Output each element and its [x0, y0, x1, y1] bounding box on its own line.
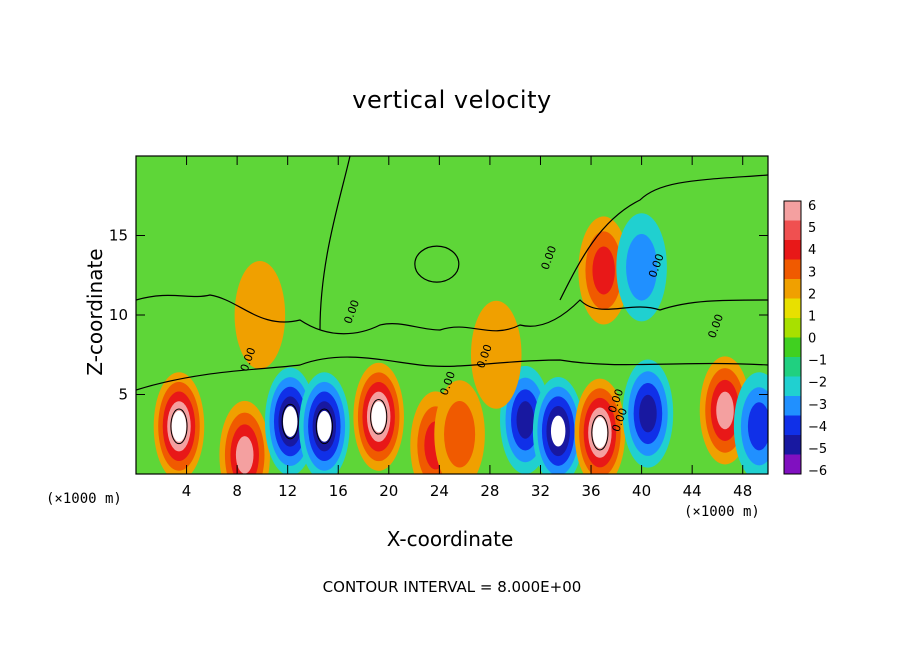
colorbar-label-12: −6 [808, 464, 827, 479]
colorbar-frame [783, 200, 802, 475]
contour-line-2 [281, 403, 299, 440]
contour-line-4 [370, 398, 388, 435]
colorbar-band-1 [784, 220, 801, 240]
colorbar-label-1: 5 [808, 221, 816, 236]
velocity-cell-7-level-3 [516, 401, 535, 439]
x-tick-label-1: 8 [232, 482, 242, 500]
contour-line-3 [315, 408, 333, 445]
velocity-cell-11-level-3 [639, 394, 657, 433]
velocity-cell-6-level-1 [444, 400, 476, 468]
colorbar-band-12 [784, 435, 801, 455]
colorbar-band-0 [784, 201, 801, 221]
colorbar-label-6: 0 [808, 332, 816, 347]
velocity-cell-16-level-1 [626, 234, 658, 301]
velocity-cell-9-level-4 [592, 417, 608, 449]
y-tick-label-2: 15 [109, 227, 128, 245]
colorbar-band-11 [784, 415, 801, 435]
x-tick-label-2: 12 [278, 482, 297, 500]
x-tick-label-10: 44 [683, 482, 702, 500]
colorbar-label-2: 4 [808, 243, 816, 258]
colorbar-label-11: −5 [808, 442, 827, 457]
contour-interval-note: CONTOUR INTERVAL = 8.000E+00 [322, 578, 582, 596]
velocity-cell-10-level-2 [592, 246, 615, 295]
velocity-cell-3-level-4 [317, 410, 332, 442]
colorbar-band-5 [784, 298, 801, 318]
x-tick-label-9: 40 [632, 482, 651, 500]
zero-contour-1 [319, 156, 351, 331]
colorbar-band-9 [784, 376, 801, 396]
velocity-cell-4-level-4 [371, 401, 386, 433]
contour-line-9 [591, 414, 609, 451]
colorbar-label-7: −1 [808, 354, 827, 369]
x-unit-label-right: (×1000 m) [684, 504, 760, 520]
x-tick-label-11: 48 [733, 482, 752, 500]
y-tick-label-1: 10 [109, 306, 128, 324]
zero-contour-3 [136, 356, 768, 391]
zero-contour-2 [559, 174, 768, 301]
x-axis-label: X-coordinate [386, 527, 514, 551]
colorbar-band-7 [784, 337, 801, 357]
velocity-cell-2-level-4 [282, 406, 298, 437]
colorbar-band-2 [784, 240, 801, 260]
colorbar-label-0: 6 [808, 199, 816, 214]
x-tick-label-8: 36 [581, 482, 600, 500]
velocity-cell-12-level-3 [716, 391, 734, 430]
colorbar-band-10 [784, 396, 801, 416]
x-tick-label-6: 28 [480, 482, 499, 500]
colorbar-label-9: −3 [808, 398, 827, 413]
x-tick-label-7: 32 [531, 482, 550, 500]
colorbar-band-3 [784, 259, 801, 279]
velocity-cell-14-level-0 [234, 260, 286, 370]
velocity-cell-0-level-4 [171, 410, 187, 442]
y-axis-label: Z-coordinate [83, 248, 107, 376]
colorbar-band-4 [784, 279, 801, 299]
colorbar-label-5: 1 [808, 309, 816, 324]
colorbar-label-8: −2 [808, 376, 827, 391]
x-tick-label-4: 20 [379, 482, 398, 500]
colorbar-label-10: −4 [808, 420, 827, 435]
colorbar-band-8 [784, 357, 801, 377]
colorbar-band-13 [784, 454, 801, 474]
velocity-cell-8-level-4 [550, 415, 566, 447]
velocity-cell-13-level-2 [747, 402, 768, 451]
x-tick-label-0: 4 [182, 482, 192, 500]
colorbar-band-6 [784, 318, 801, 338]
zero-contour-0 [136, 294, 768, 335]
velocity-cell-15-level-0 [470, 300, 522, 409]
x-tick-label-5: 24 [430, 482, 449, 500]
chart-title: vertical velocity [352, 86, 552, 114]
x-tick-label-3: 16 [329, 482, 348, 500]
colorbar-label-3: 3 [808, 265, 816, 280]
colorbar-label-4: 2 [808, 287, 816, 302]
contour-line-0 [170, 408, 188, 445]
velocity-cell-1-level-3 [235, 436, 254, 474]
y-tick-label-0: 5 [118, 386, 128, 404]
x-unit-label-left: (×1000 m) [46, 491, 122, 507]
zero-contour-island [414, 245, 460, 283]
